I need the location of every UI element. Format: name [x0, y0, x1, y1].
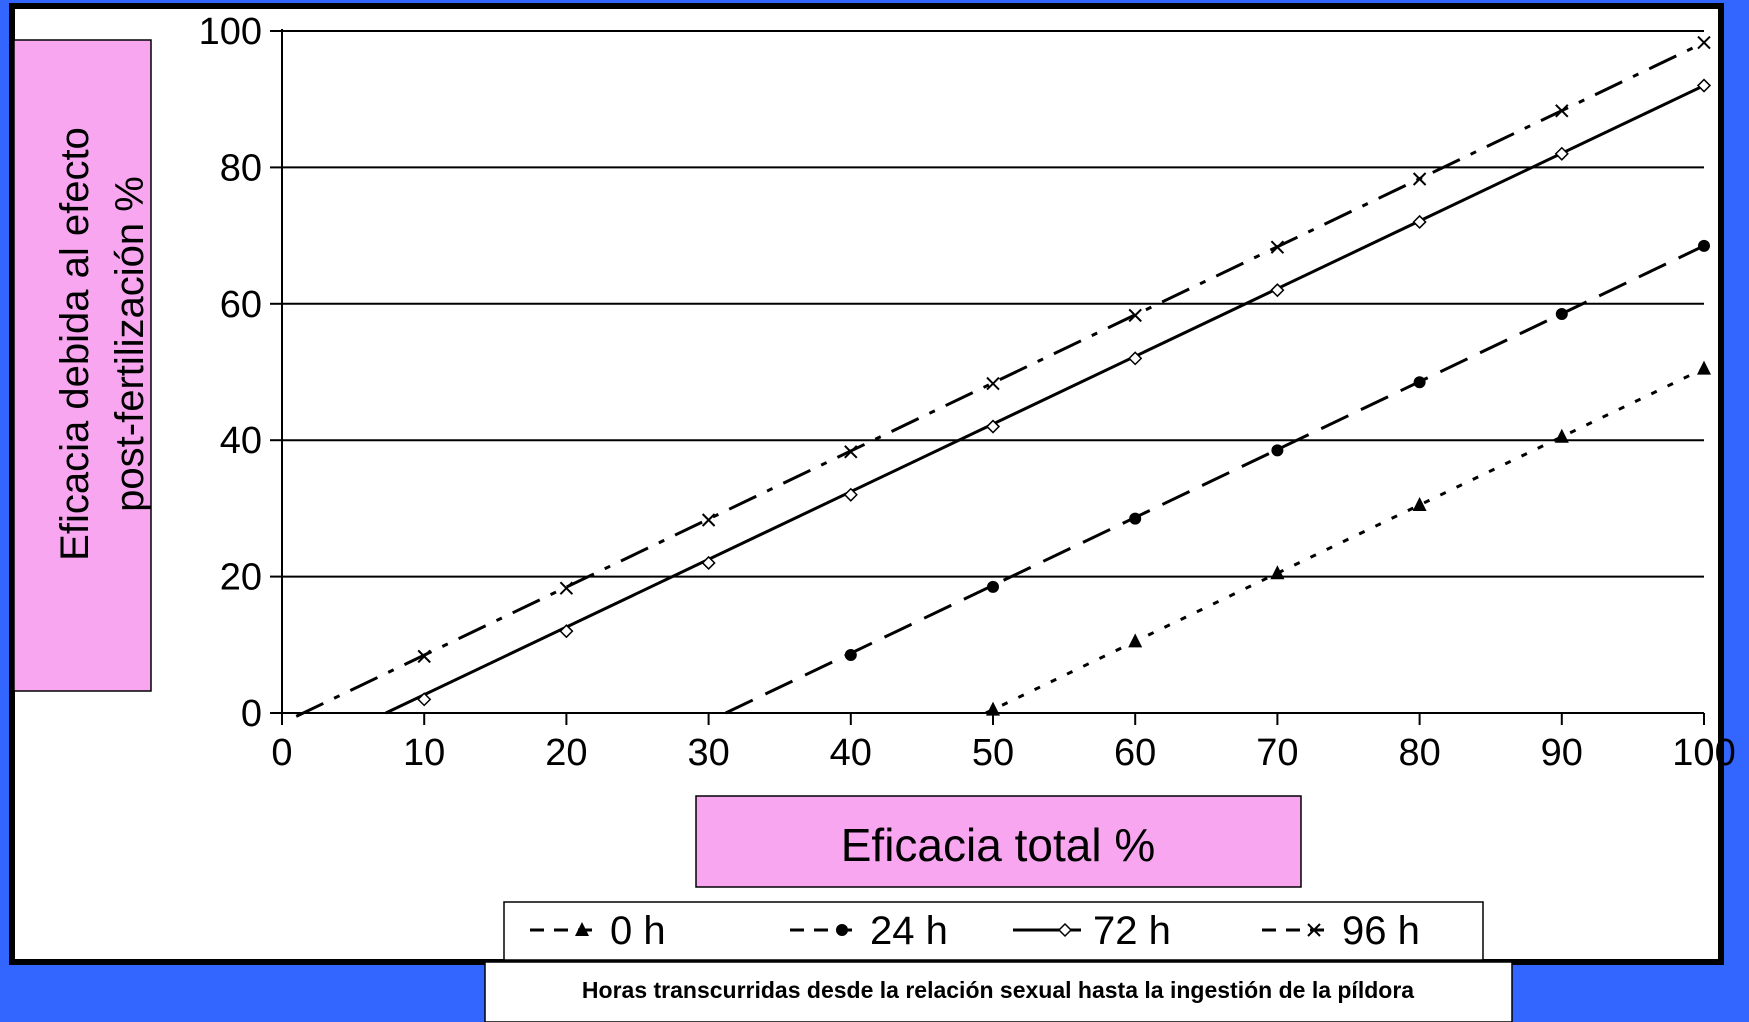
point-s2-1: [559, 624, 574, 639]
legend-label-0: 0 h: [610, 909, 666, 953]
x-axis-label-box: [695, 795, 1302, 888]
point-s2-6: [1270, 283, 1285, 298]
point-s1-5: [1555, 308, 1568, 321]
point-s1-6: [1698, 239, 1710, 252]
point-s3-5: [1128, 308, 1142, 323]
footnote: Horas transcurridas desde la relación se…: [582, 977, 1414, 1003]
x-tick-label-50: 50: [972, 732, 1014, 774]
legend: 0 h 24 h 72 h 96 h: [530, 909, 1420, 953]
point-s3-4: [986, 376, 1000, 391]
point-s0-0: [986, 701, 1000, 716]
point-s2-5: [1128, 351, 1143, 366]
legend-item-0: 0 h: [530, 909, 666, 953]
y-tick-label-80: 80: [220, 147, 262, 189]
point-s3-2: [701, 513, 716, 527]
x-axis-label: Eficacia total %: [841, 819, 1155, 871]
point-s0-2: [1270, 565, 1285, 580]
legend-item-2: 72 h: [1013, 909, 1171, 953]
point-s3-7: [1412, 172, 1427, 186]
series-2: [385, 78, 1712, 715]
point-s2-8: [1554, 146, 1569, 161]
point-s3-1: [559, 581, 574, 595]
point-s1-3: [1271, 444, 1284, 457]
x-tick-label-60: 60: [1114, 732, 1156, 774]
series-line-3: [295, 41, 1705, 718]
gridlines: [282, 30, 1704, 578]
point-s0-5: [1697, 360, 1711, 375]
point-s3-6: [1270, 240, 1285, 254]
point-s1-4: [1413, 376, 1426, 389]
point-s3-3: [844, 445, 858, 459]
y-axis-label-line2: post-fertilización %: [108, 176, 152, 512]
y-tick-label-0: 0: [241, 693, 262, 735]
x-tick-label-10: 10: [403, 732, 445, 774]
legend-marker-0: [575, 922, 589, 936]
y-axis-label-box: [13, 39, 152, 692]
point-s2-2: [701, 555, 716, 571]
point-s3-9: [1697, 35, 1711, 50]
point-s2-4: [985, 419, 1001, 434]
legend-marker-2: [1057, 922, 1073, 938]
legend-label-2: 72 h: [1093, 909, 1171, 953]
point-s0-4: [1554, 428, 1569, 443]
x-tick-label-80: 80: [1398, 732, 1440, 774]
x-tick-label-20: 20: [545, 732, 587, 774]
point-s3-8: [1555, 104, 1569, 118]
series-line-0: [985, 367, 1705, 715]
point-s0-1: [1128, 633, 1143, 648]
x-tick-label-0: 0: [271, 732, 292, 774]
tick-labels: 0 20 40 60 80 100 0 10 20 30 40 50 60 70 80 90 100: [199, 11, 1736, 774]
point-s1-0: [844, 649, 857, 662]
legend-marker-3: [1307, 923, 1321, 937]
x-tick-label-100: 100: [1672, 732, 1735, 774]
point-s2-0: [417, 692, 432, 707]
note-box: [484, 961, 1513, 1022]
series-line-2: [385, 84, 1705, 715]
legend-label-1: 24 h: [870, 909, 948, 953]
y-tick-label-60: 60: [220, 284, 262, 326]
y-tick-label-40: 40: [220, 420, 262, 462]
series-1: [725, 239, 1710, 715]
point-s3-0: [417, 649, 431, 664]
series-group: [295, 35, 1712, 718]
series-0: [985, 360, 1711, 716]
x-tick-label-30: 30: [687, 732, 729, 774]
legend-item-1: 24 h: [790, 909, 948, 953]
point-s0-3: [1412, 496, 1427, 511]
y-tick-label-20: 20: [220, 557, 262, 599]
point-s2-7: [1412, 214, 1427, 230]
legend-marker-1: [836, 924, 848, 936]
series-line-1: [725, 244, 1705, 715]
x-tick-label-90: 90: [1541, 732, 1583, 774]
y-axis-label-line1: Eficacia debida al efecto: [53, 127, 97, 561]
point-s1-2: [1129, 512, 1142, 525]
series-3: [295, 35, 1711, 718]
x-tick-label-70: 70: [1256, 732, 1298, 774]
point-s2-9: [1696, 78, 1712, 93]
x-tick-label-40: 40: [830, 732, 872, 774]
point-s2-3: [843, 487, 858, 502]
point-s1-1: [987, 580, 999, 593]
y-tick-label-100: 100: [199, 11, 262, 53]
legend-item-3: 96 h: [1262, 909, 1420, 953]
legend-label-3: 96 h: [1342, 909, 1420, 953]
